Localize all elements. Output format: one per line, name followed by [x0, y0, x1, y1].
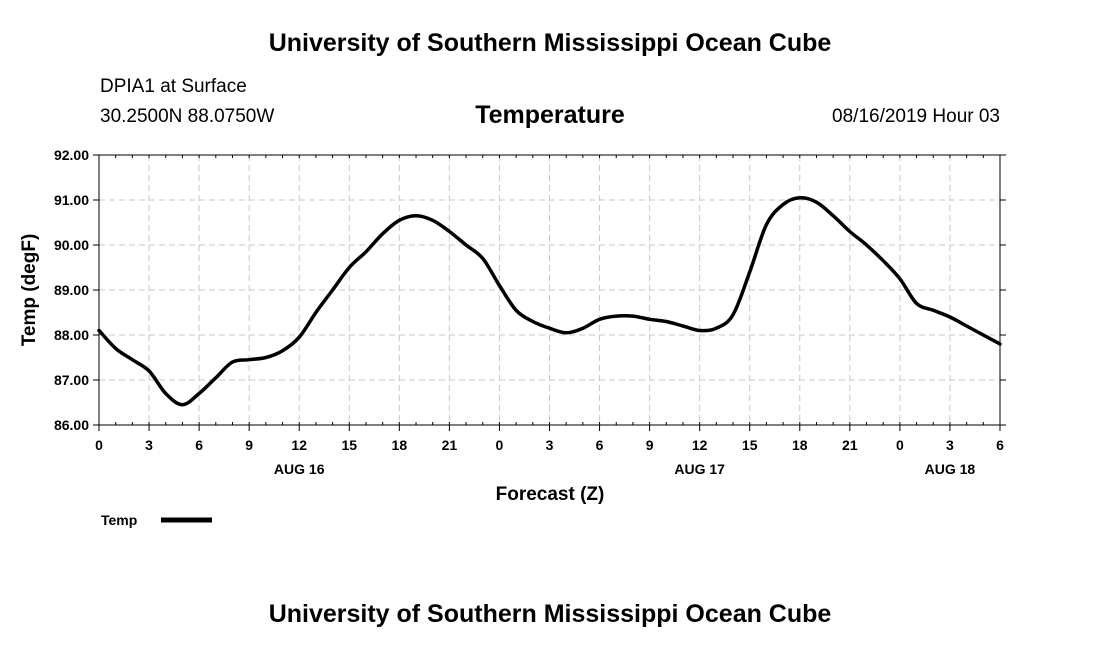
y-tick-label: 89.00 — [54, 282, 89, 298]
y-tick-label: 88.00 — [54, 327, 89, 343]
x-tick-label: 6 — [996, 437, 1004, 453]
bottom-title: University of Southern Mississippi Ocean… — [268, 600, 832, 628]
axis-ticks: 86.00 87.00 88.00 89.00 90.00 91.00 92.00 0 3 6 9 1… — [54, 147, 1006, 477]
x-tick-label: 3 — [145, 437, 153, 453]
coordinates-label: 30.2500N 88.0750W — [100, 106, 275, 127]
y-axis-label: Temp (degF) — [19, 234, 40, 347]
legend-label: Temp — [101, 512, 137, 528]
x-tick-label: 9 — [646, 437, 654, 453]
series-group — [97, 196, 1002, 407]
x-date-label: AUG 16 — [274, 461, 325, 477]
datetime-label: 08/16/2019 Hour 03 — [832, 106, 1000, 127]
station-label: DPIA1 at Surface — [100, 76, 247, 97]
x-date-label: AUG 17 — [674, 461, 725, 477]
top-title: University of Southern Mississippi Ocean… — [268, 29, 832, 57]
x-tick-label: 21 — [442, 437, 458, 453]
x-tick-label: 15 — [742, 437, 758, 453]
x-axis-label: Forecast (Z) — [496, 484, 605, 505]
series-line-temp — [97, 196, 1002, 407]
x-tick-label: 18 — [792, 437, 808, 453]
x-tick-label: 12 — [291, 437, 307, 453]
y-tick-label: 91.00 — [54, 192, 89, 208]
x-tick-label: 12 — [692, 437, 708, 453]
x-tick-label: 3 — [946, 437, 954, 453]
y-tick-label: 90.00 — [54, 237, 89, 253]
y-tick-label: 92.00 — [54, 147, 89, 163]
x-tick-label: 15 — [341, 437, 357, 453]
x-tick-label: 6 — [195, 437, 203, 453]
x-tick-label: 9 — [245, 437, 253, 453]
y-tick-label: 87.00 — [54, 372, 89, 388]
x-tick-label: 21 — [842, 437, 858, 453]
grid-lines — [99, 155, 1000, 425]
x-tick-label: 0 — [95, 437, 103, 453]
x-tick-label: 0 — [496, 437, 504, 453]
x-tick-label: 0 — [896, 437, 904, 453]
x-tick-label: 3 — [546, 437, 554, 453]
chart-title: Temperature — [475, 101, 625, 129]
x-tick-label: 18 — [392, 437, 408, 453]
x-date-label: AUG 18 — [925, 461, 976, 477]
x-tick-label: 6 — [596, 437, 604, 453]
y-tick-label: 86.00 — [54, 417, 89, 433]
